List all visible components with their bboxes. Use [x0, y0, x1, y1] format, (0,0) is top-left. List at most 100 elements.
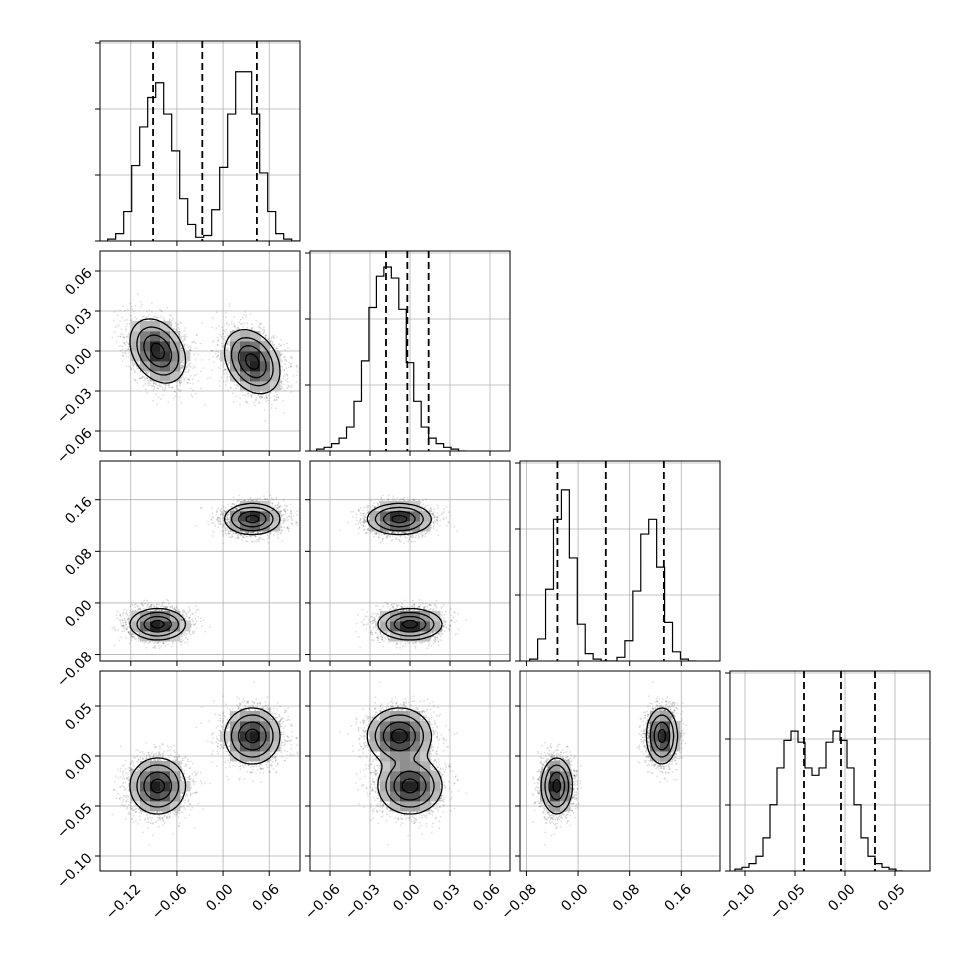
- scatter-point: [186, 344, 188, 347]
- scatter-point: [226, 376, 229, 379]
- scatter-point: [227, 341, 230, 344]
- scatter-point: [279, 344, 282, 347]
- scatter-point: [155, 316, 158, 319]
- scatter-point: [192, 367, 194, 370]
- scatter-point: [250, 396, 253, 399]
- scatter-point: [281, 368, 284, 371]
- scatter-point: [120, 328, 123, 331]
- scatter-point: [158, 385, 161, 388]
- scatter-point: [182, 376, 185, 379]
- scatter-point: [246, 327, 249, 329]
- scatter-point: [191, 396, 194, 398]
- scatter-point: [189, 362, 192, 365]
- scatter-point: [171, 386, 174, 389]
- scatter-point: [224, 368, 227, 371]
- scatter-point: [228, 324, 230, 327]
- scatter-point: [233, 381, 236, 384]
- scatter-point: [158, 308, 161, 311]
- scatter-point: [111, 336, 114, 339]
- scatter-point: [275, 407, 277, 410]
- scatter-point: [160, 309, 162, 312]
- scatter-point: [222, 363, 225, 366]
- scatter-point: [259, 323, 262, 326]
- scatter-point: [228, 302, 231, 305]
- scatter-point: [192, 378, 194, 381]
- scatter-point: [243, 313, 246, 316]
- scatter-point: [211, 341, 214, 344]
- scatter-point: [195, 347, 198, 350]
- scatter-point: [170, 324, 172, 327]
- scatter-point: [129, 314, 132, 317]
- scatter-point: [130, 368, 133, 371]
- scatter-point: [136, 367, 139, 370]
- scatter-point: [251, 392, 254, 395]
- scatter-point: [133, 363, 136, 365]
- scatter-point: [133, 371, 136, 374]
- scatter-point: [182, 335, 185, 338]
- scatter-point: [217, 325, 220, 328]
- scatter-point: [275, 347, 278, 350]
- scatter-point: [122, 305, 125, 308]
- scatter-point: [275, 398, 278, 401]
- scatter-point: [222, 333, 225, 335]
- scatter-point: [115, 340, 118, 343]
- scatter-point: [284, 363, 286, 365]
- scatter-point: [153, 385, 156, 388]
- scatter-point: [180, 367, 183, 370]
- scatter-point: [209, 376, 211, 379]
- scatter-point: [276, 393, 279, 396]
- scatter-point: [271, 342, 274, 344]
- scatter-point: [190, 393, 193, 396]
- scatter-point: [173, 391, 176, 393]
- scatter-point: [170, 322, 172, 325]
- scatter-point: [175, 325, 178, 327]
- scatter-point: [275, 396, 278, 398]
- scatter-point: [182, 365, 185, 368]
- scatter-point: [118, 324, 121, 327]
- scatter-point: [131, 318, 133, 320]
- scatter-point: [182, 365, 185, 368]
- scatter-point: [180, 347, 183, 350]
- scatter-point: [192, 382, 195, 385]
- scatter-point: [131, 361, 134, 364]
- scatter-point: [242, 394, 245, 397]
- scatter-point: [180, 361, 183, 363]
- scatter-point: [236, 327, 239, 329]
- scatter-point: [189, 387, 192, 390]
- scatter-point: [199, 342, 202, 345]
- scatter-point: [212, 339, 215, 342]
- scatter-point: [183, 378, 186, 380]
- scatter-point: [173, 390, 176, 393]
- scatter-point: [273, 395, 276, 398]
- scatter-point: [164, 386, 167, 389]
- scatter-point: [159, 315, 162, 318]
- scatter-point: [211, 317, 214, 320]
- scatter-point: [285, 359, 288, 362]
- scatter-point: [160, 310, 163, 313]
- scatter-point: [188, 345, 191, 348]
- scatter-point: [174, 321, 177, 324]
- scatter-point: [141, 375, 144, 378]
- scatter-point: [124, 344, 127, 346]
- scatter-point: [225, 328, 228, 331]
- scatter-point: [186, 365, 189, 368]
- scatter-point: [274, 391, 277, 393]
- scatter-point: [222, 365, 225, 368]
- scatter-point: [233, 316, 236, 318]
- scatter-point: [222, 332, 225, 335]
- scatter-point: [177, 326, 179, 329]
- scatter-point: [200, 370, 202, 373]
- scatter-point: [275, 399, 278, 402]
- scatter-point: [179, 381, 182, 384]
- scatter-point: [280, 338, 283, 341]
- scatter-point: [286, 387, 289, 390]
- scatter-point: [260, 336, 262, 339]
- scatter-point: [124, 329, 127, 332]
- scatter-point: [244, 400, 247, 403]
- scatter-point: [217, 351, 220, 354]
- scatter-point: [181, 367, 184, 369]
- scatter-point: [234, 326, 237, 329]
- scatter-point: [188, 349, 191, 351]
- scatter-point: [151, 385, 153, 388]
- scatter-point: [216, 355, 218, 358]
